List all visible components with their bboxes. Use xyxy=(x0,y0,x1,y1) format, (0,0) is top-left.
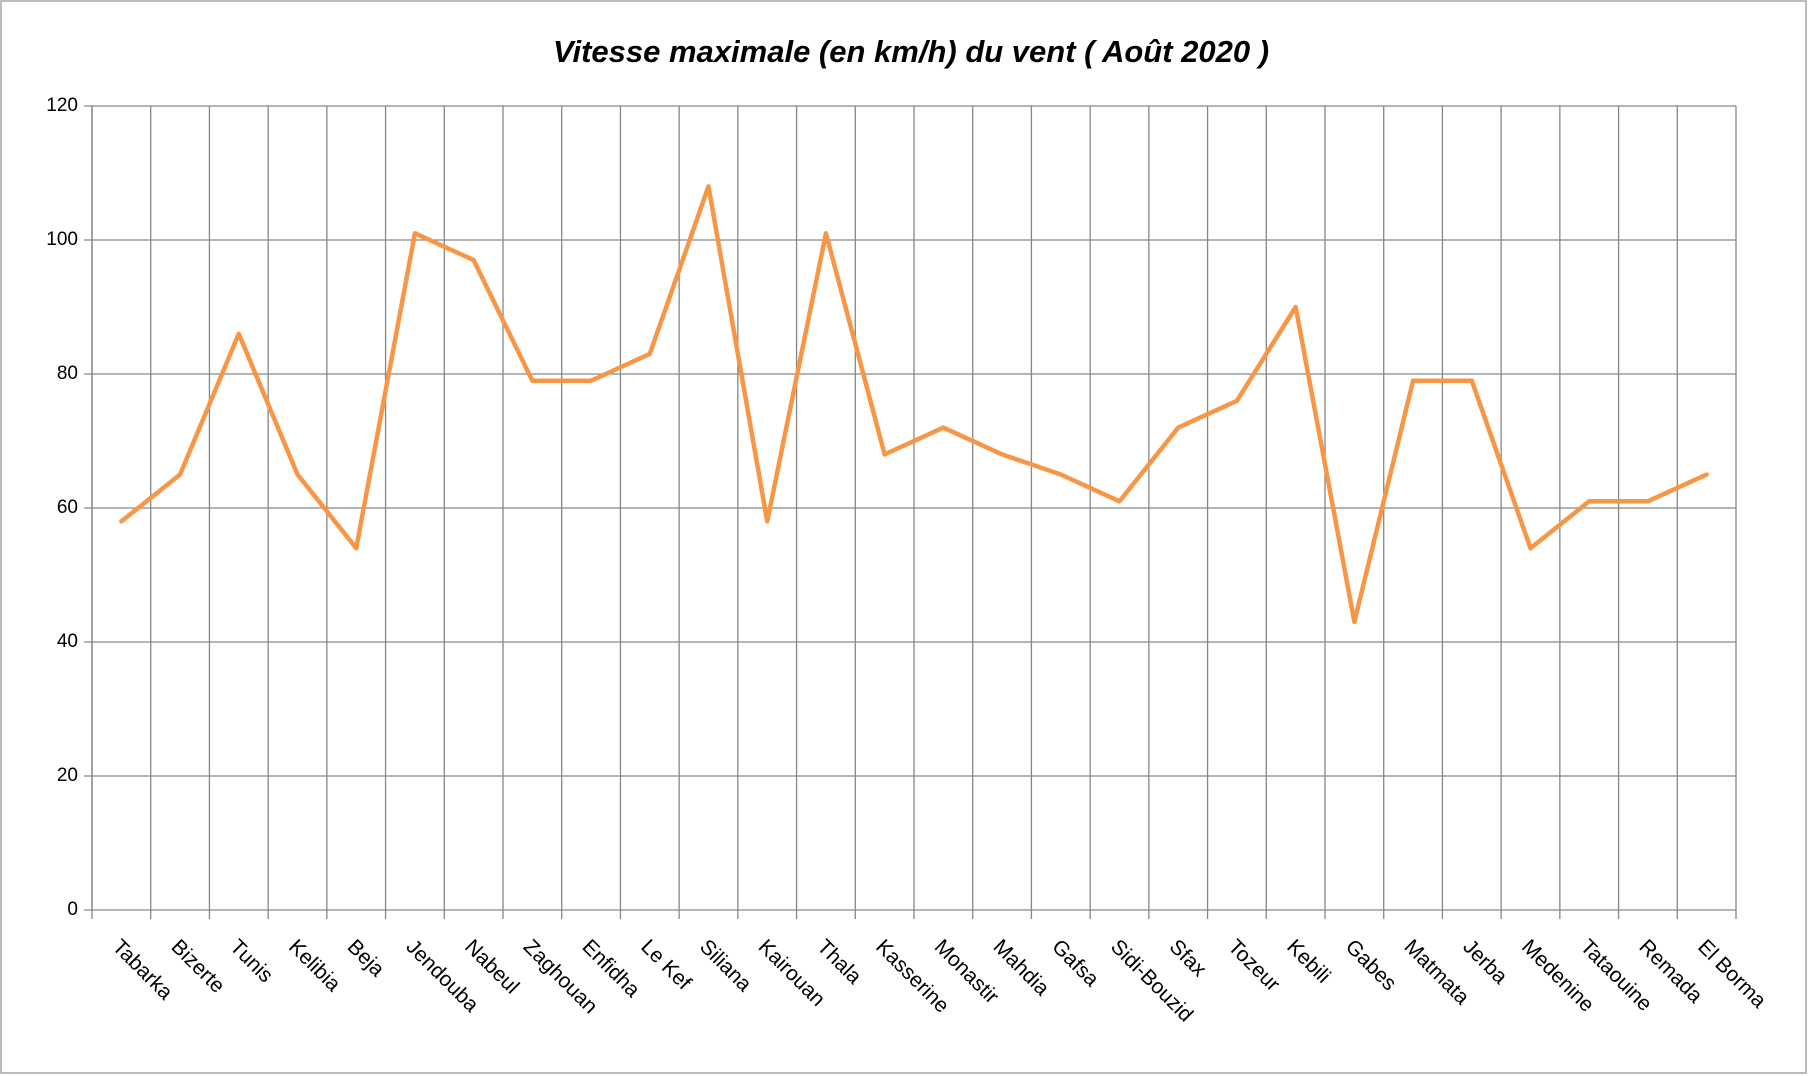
data-line xyxy=(119,184,1709,625)
y-tick-label: 20 xyxy=(57,765,78,786)
y-tick-label: 120 xyxy=(46,95,78,116)
chart-title: Vitesse maximale (en km/h) du vent ( Aoû… xyxy=(553,34,1269,69)
y-tick-label: 60 xyxy=(57,497,78,518)
y-tick-label: 40 xyxy=(57,631,78,652)
y-tick-label: 100 xyxy=(46,229,78,250)
y-tick-label: 80 xyxy=(57,363,78,384)
y-tick-label: 0 xyxy=(67,899,78,920)
